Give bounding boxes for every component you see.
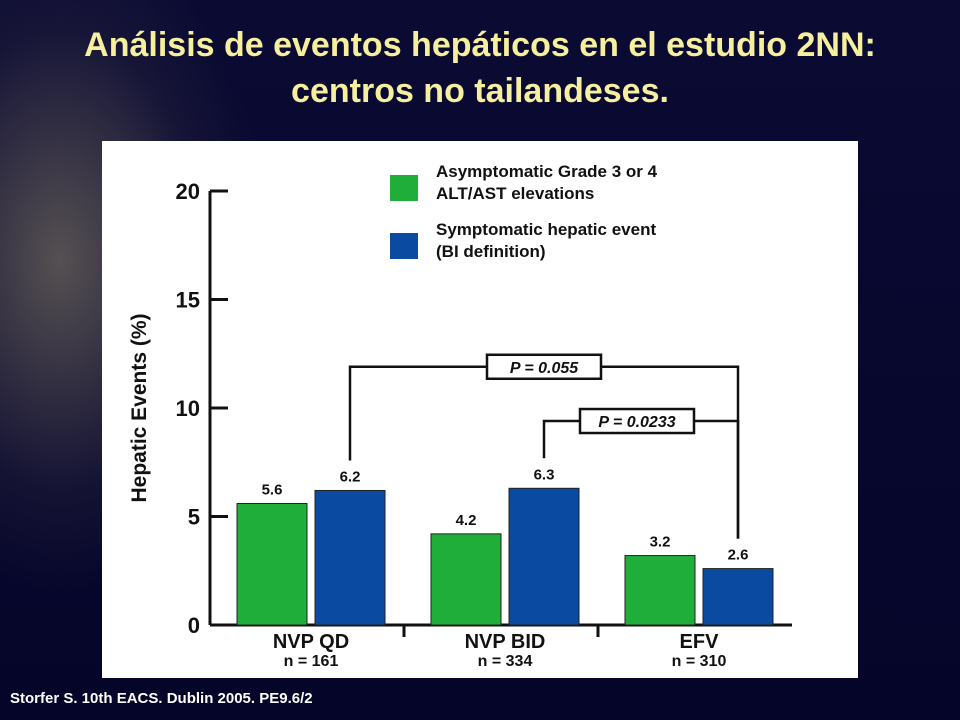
legend-label-line1: Asymptomatic Grade 3 or 4: [436, 162, 658, 181]
bar: [508, 487, 580, 626]
bar: [624, 555, 696, 626]
bar: [314, 489, 386, 626]
x-category-label: NVP BID: [465, 631, 546, 653]
x-category-n: n = 161: [284, 653, 339, 670]
x-category-label: NVP QD: [273, 631, 349, 653]
data-label: 6.3: [534, 466, 555, 483]
legend-swatch: [390, 175, 418, 201]
x-category-n: n = 334: [478, 653, 533, 670]
citation: Storfer S. 10th EACS. Dublin 2005. PE9.6…: [10, 690, 313, 707]
p-value-box: [578, 407, 696, 435]
p-value-box: [485, 353, 603, 381]
significance-brackets: P = 0.055 P = 0.0233: [348, 353, 740, 539]
data-label: 2.6: [728, 547, 749, 564]
bars: 5.6 4.2 3.2 6.2 6.3 2.6: [236, 466, 774, 626]
y-tick-label: 20: [176, 179, 200, 204]
bar-chart: 0 5 10 15 20 Hepatic Events (%) NVP QDn = 161 N…: [128, 162, 792, 670]
legend-swatch: [390, 233, 418, 259]
data-label: 4.2: [456, 512, 477, 529]
y-tick-label: 15: [176, 288, 200, 313]
data-label: 6.2: [340, 468, 361, 485]
y-tick-label: 5: [188, 505, 200, 530]
x-category-n: n = 310: [672, 653, 727, 670]
bar: [236, 502, 308, 626]
slide-title: Análisis de eventos hepáticos en el estu…: [84, 26, 876, 110]
data-label: 5.6: [262, 481, 283, 498]
chart-panel: 0 5 10 15 20 Hepatic Events (%) NVP QD n = 161 N…: [102, 141, 858, 678]
legend-label-line1: Symptomatic hepatic event: [436, 220, 656, 239]
bar: [430, 533, 502, 626]
legend-label-line2: (BI definition): [436, 242, 546, 261]
p-value-label: P = 0.0233: [598, 414, 675, 431]
axes: 0 5 10 15 20 Hepatic Events (%) NVP QDn = 161 N…: [128, 179, 792, 670]
p-value-label: P = 0.055: [510, 360, 579, 377]
y-axis-label: Hepatic Events (%): [128, 313, 151, 502]
y-tick-label: 10: [176, 396, 200, 421]
data-label: 3.2: [650, 534, 671, 551]
legend-label-line2: ALT/AST elevations: [436, 184, 594, 203]
y-tick-label: 0: [188, 613, 200, 638]
bar: [702, 568, 774, 626]
legend: Asymptomatic Grade 3 or 4 ALT/AST elevati…: [390, 162, 658, 261]
x-category-label: EFV: [680, 631, 720, 653]
